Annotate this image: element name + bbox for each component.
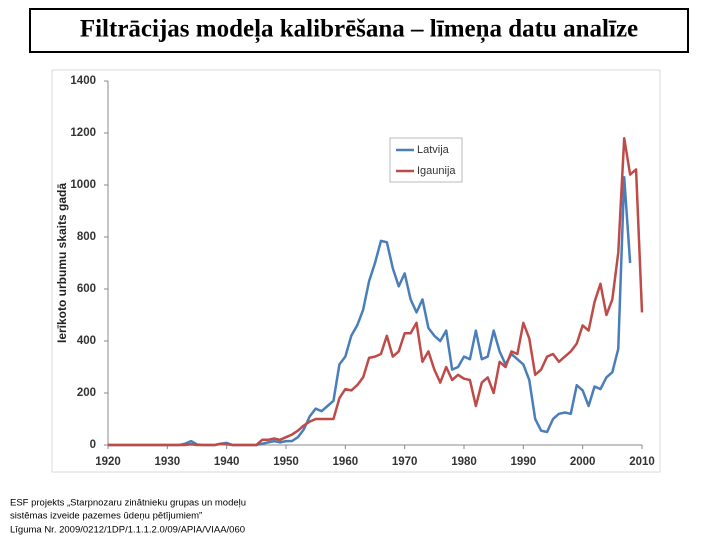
y-tick-label: 1200 <box>70 127 96 139</box>
y-tick-label: 800 <box>77 231 96 243</box>
x-tick-label: 2000 <box>570 456 596 468</box>
y-tick-label: 200 <box>77 387 96 399</box>
chart-frame <box>51 69 661 473</box>
slide-title: Filtrācijas modeļa kalibrēšana – līmeņa … <box>80 16 638 44</box>
footer-line: ESF projekts „Starpnozaru zinātnieku gru… <box>10 498 246 509</box>
y-tick-label: 600 <box>77 283 96 295</box>
x-tick-label: 1990 <box>511 456 537 468</box>
x-tick-label: 2010 <box>629 456 655 468</box>
series-line <box>108 136 644 447</box>
x-tick-label: 1970 <box>392 456 418 468</box>
footer-line: Līguma Nr. 2009/0212/1DP/1.1.1.2.0/09/AP… <box>10 525 245 536</box>
y-tick-label: 1000 <box>70 179 96 191</box>
series-line <box>108 175 632 447</box>
x-tick-label: 1980 <box>451 456 477 468</box>
y-axis-label: Ierīkoto urbumu skaits gadā <box>55 183 69 343</box>
legend <box>389 137 463 183</box>
y-tick-label: 0 <box>90 439 96 451</box>
legend-label: Latvija <box>417 144 450 156</box>
title-box <box>29 8 689 53</box>
legend-label: Igaunija <box>417 165 456 177</box>
y-tick-label: 400 <box>77 335 96 347</box>
x-tick-label: 1950 <box>273 456 299 468</box>
x-tick-label: 1930 <box>155 456 181 468</box>
x-tick-label: 1940 <box>214 456 240 468</box>
y-tick-label: 1400 <box>70 75 96 87</box>
footer-line: sistēmas izveide pazemes ūdeņu pētījumie… <box>10 511 202 522</box>
x-tick-label: 1960 <box>333 456 359 468</box>
x-tick-label: 1920 <box>95 456 121 468</box>
